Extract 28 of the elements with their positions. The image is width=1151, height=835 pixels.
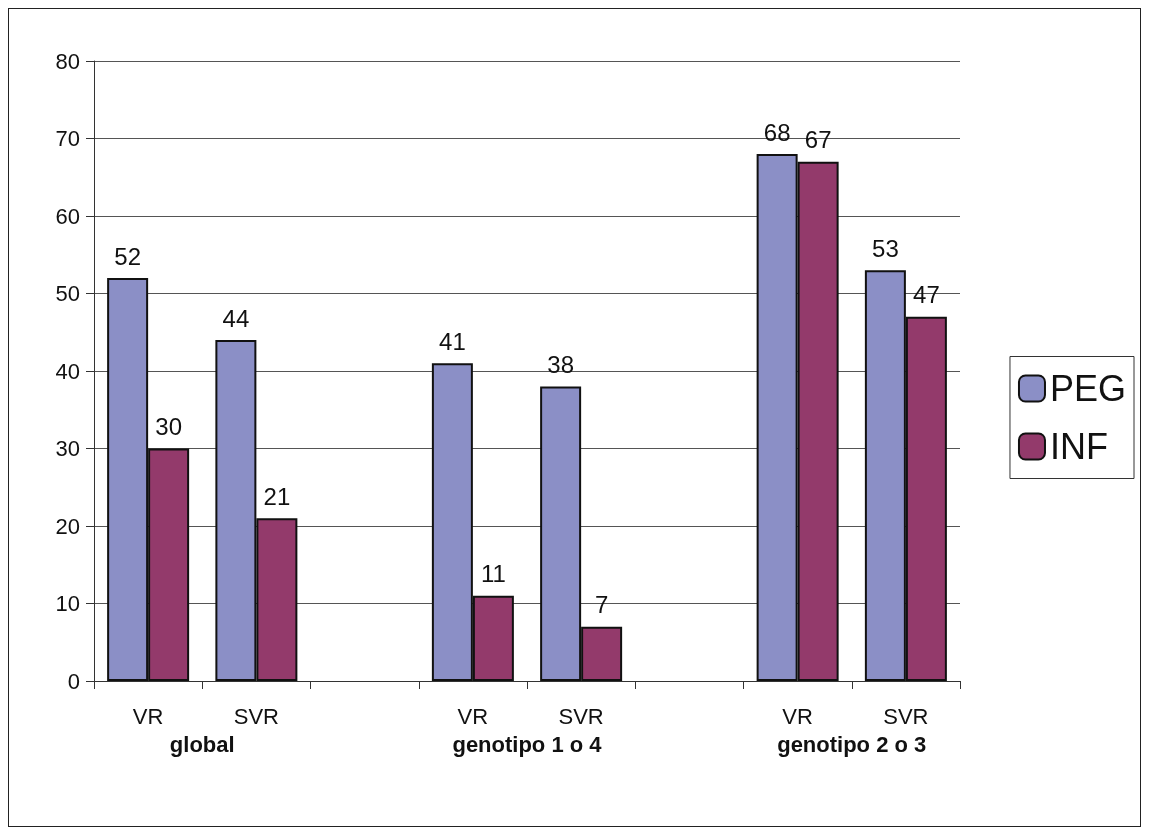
text: genotipo 1 o 4 (452, 731, 603, 757)
y-tick-label: 0 (67, 668, 80, 694)
x-tick-label: SVR (233, 703, 279, 729)
data-label: 44 (222, 304, 250, 332)
legend-label: PEG (1049, 368, 1127, 409)
y-tick-label: 60 (55, 203, 80, 229)
x-tick-label: VR (782, 703, 813, 729)
y-tick-label: 10 (55, 591, 80, 616)
x-tick-label: SVR (883, 703, 929, 729)
data-label: 30 (155, 413, 182, 440)
x-tick-label: VR (457, 703, 489, 729)
legend-label: INF (1049, 426, 1108, 467)
y-tick-label: 40 (55, 358, 80, 384)
data-label: 21 (263, 482, 291, 510)
y-tick-label: 50 (55, 281, 80, 306)
y-tick-label: 80 (55, 48, 80, 74)
data-label: 11 (480, 560, 506, 588)
data-label: 38 (547, 351, 574, 378)
x-tick-label: VR (132, 703, 164, 729)
y-tick-label: 70 (55, 126, 80, 151)
data-label: 52 (114, 242, 141, 270)
text: genotipo 2 o 3 (777, 731, 927, 757)
data-label: 53 (872, 234, 899, 262)
data-label: 41 (439, 327, 466, 355)
y-tick-label: 30 (55, 436, 80, 461)
y-tick-label: 20 (55, 513, 80, 539)
x-tick-label: SVR (558, 703, 604, 729)
text: global (169, 731, 235, 757)
